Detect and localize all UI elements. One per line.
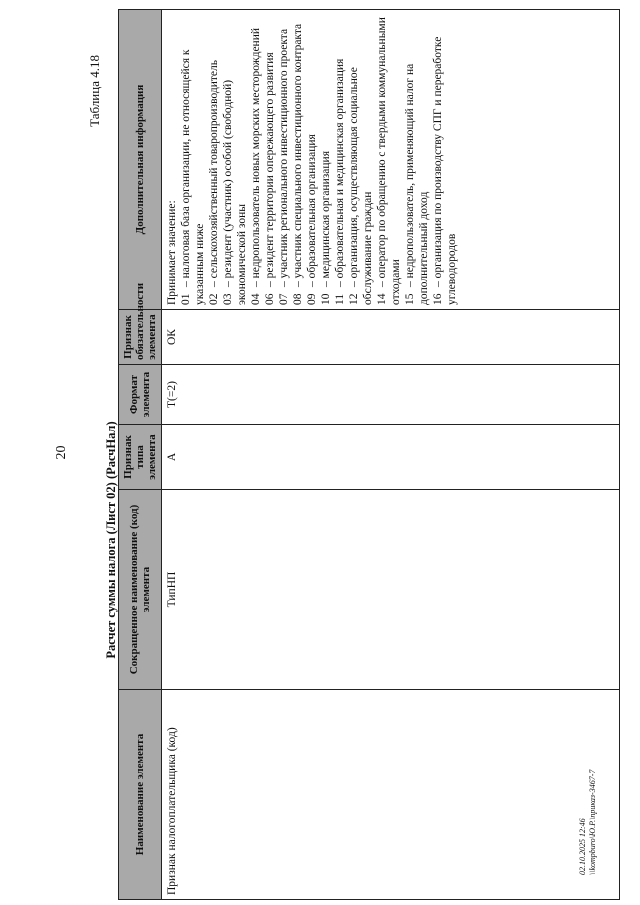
option-text: – недропользователь, применяющий налог н… — [404, 63, 430, 305]
option-text: – медицинская организация — [320, 151, 332, 287]
option-text: – резидент (участник) особой (свободной)… — [222, 79, 248, 305]
option-item: 15– недропользователь, применяющий налог… — [403, 14, 431, 305]
option-item: 10 – медицинская организация — [319, 14, 333, 305]
option-text: – сельскохозяйственный товаропроизводите… — [208, 60, 220, 287]
col-required: Признак обязательности элемента — [118, 283, 162, 365]
option-item: 16– организация по производству СПГ и пе… — [431, 14, 459, 305]
option-code: 09 — [306, 293, 318, 306]
option-item: 14– оператор по обращению с твердыми ком… — [375, 14, 403, 305]
table-number: Таблица 4.18 — [87, 55, 102, 127]
header-row: Наименование элемента Сокращенное наимен… — [118, 9, 162, 900]
option-item: 09 – образовательная организация — [305, 14, 319, 305]
option-item: 08 – участник специального инвестиционног… — [291, 14, 305, 305]
option-item: 07 – участник регионального инвестиционно… — [277, 14, 291, 305]
stamp-date: 02.10.2025 12:46 — [578, 818, 587, 875]
col-code: Сокращенное наименование (код) элемента — [118, 489, 162, 690]
option-code: 01 — [180, 293, 192, 306]
option-text: – образовательная и медицинская организа… — [334, 58, 346, 287]
option-code: 11 — [334, 293, 346, 305]
stamp-path: \\kompburo\Ю.Р.\приказ-3467-7 — [588, 769, 597, 875]
options-list: 01– налоговая база организации, не относ… — [179, 14, 459, 305]
cell-type: А — [161, 424, 620, 490]
cell-info: Принимает значение: 01– налоговая база о… — [161, 9, 620, 310]
option-code: 03 — [222, 293, 234, 306]
option-text: – участник регионального инвестиционного… — [278, 28, 290, 287]
stamp: 02.10.2025 12:46 \\kompburo\Ю.Р.\приказ-… — [578, 770, 598, 875]
table-title: Расчет суммы налога (Лист 02) (РасчНал) — [104, 421, 118, 659]
cell-format: Т(=2) — [161, 364, 620, 425]
option-item: 12– организация, осуществляющая социальн… — [347, 14, 375, 305]
col-info: Дополнительная информация — [118, 9, 162, 310]
option-item: 06 – резидент территории опережающего раз… — [263, 14, 277, 305]
option-code: 10 — [320, 293, 332, 306]
option-text: – резидент территории опережающего разви… — [264, 52, 276, 287]
option-code: 14 — [376, 293, 388, 306]
option-code: 06 — [264, 293, 276, 306]
option-code: 12 — [348, 293, 360, 306]
option-code: 04 — [250, 293, 262, 306]
option-text: – недропользователь новых морских местор… — [250, 27, 262, 287]
cell-required: ОК — [161, 309, 620, 365]
table-row: Признак налогоплательщика (код) ТипНП А … — [161, 9, 620, 900]
elements-table: Наименование элемента Сокращенное наимен… — [118, 9, 620, 900]
option-item: 04 – недропользователь новых морских мест… — [249, 14, 263, 305]
col-type: Признак типа элемента — [118, 424, 162, 490]
option-text: – оператор по обращению с твердыми комму… — [376, 17, 402, 305]
option-code: 15 — [404, 293, 416, 306]
option-code: 08 — [292, 293, 304, 306]
option-code: 02 — [208, 293, 220, 306]
option-text: – участник специального инвестиционного … — [292, 23, 304, 287]
option-text: – организация по производству СПГ и пере… — [432, 36, 458, 305]
option-item: 11 – образовательная и медицинская органи… — [333, 14, 347, 305]
col-name: Наименование элемента — [118, 689, 162, 900]
info-intro: Принимает значение: — [166, 200, 178, 305]
option-item: 01– налоговая база организации, не относ… — [179, 14, 207, 305]
option-item: 03– резидент (участник) особой (свободно… — [221, 14, 249, 305]
option-code: 16 — [432, 293, 444, 306]
option-text: – налоговая база организации, не относящ… — [180, 49, 206, 305]
option-code: 07 — [278, 293, 290, 306]
option-text: – образовательная организация — [306, 134, 318, 287]
option-item: 02 – сельскохозяйственный товаропроизводи… — [207, 14, 221, 305]
cell-code: ТипНП — [161, 489, 620, 690]
col-format: Формат элемента — [118, 364, 162, 425]
page-number: 20 — [54, 445, 69, 460]
option-text: – организация, осуществляющая социальное… — [348, 67, 374, 305]
cell-name: Признак налогоплательщика (код) — [161, 689, 620, 900]
